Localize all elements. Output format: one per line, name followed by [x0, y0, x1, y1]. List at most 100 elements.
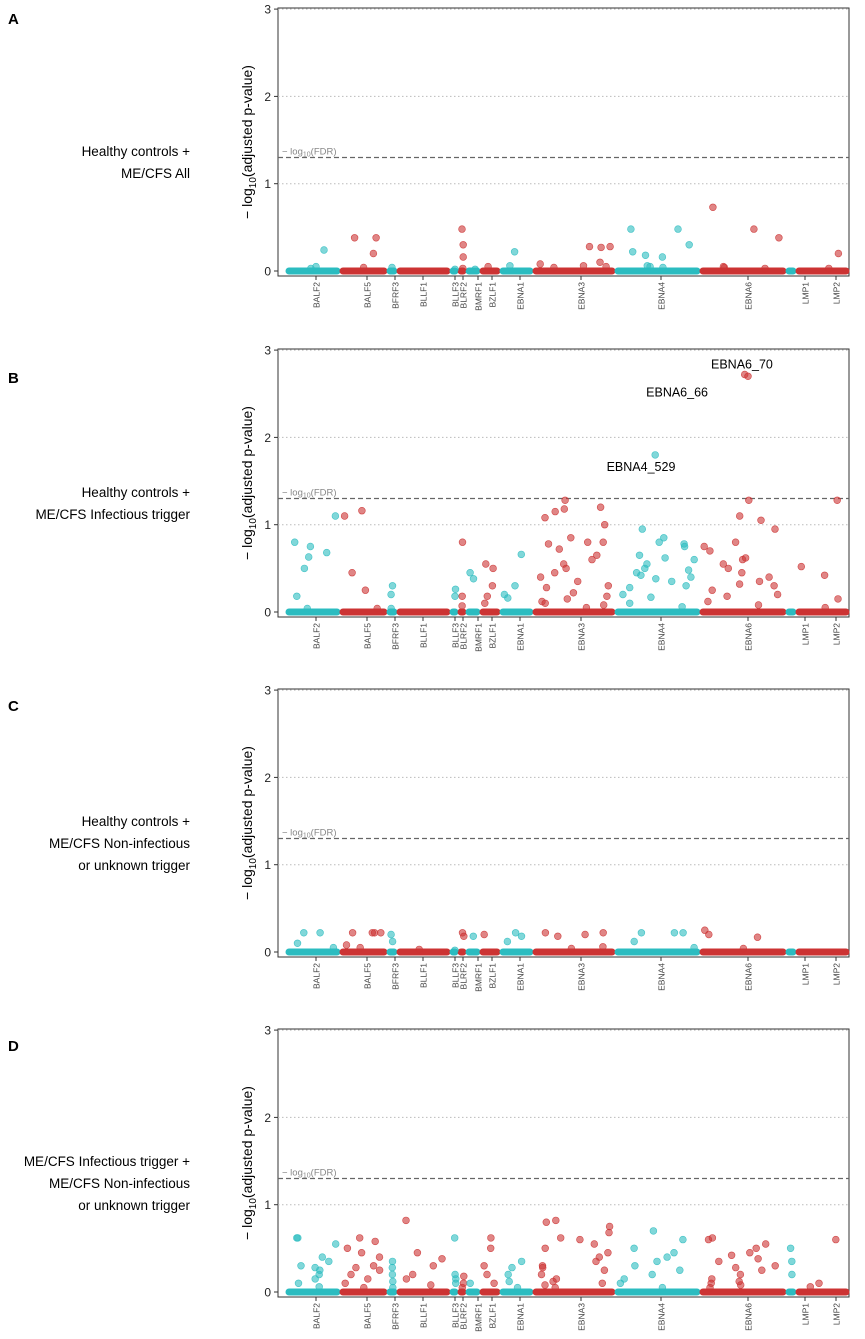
- panel-b: B Healthy controls + ME/CFS Infectious tri…: [8, 344, 850, 652]
- data-point: [303, 604, 311, 613]
- data-point: [505, 1277, 513, 1286]
- y-tick-label: 3: [264, 1024, 271, 1038]
- x-tick-label: EBNA3: [577, 963, 587, 991]
- data-point: [503, 937, 512, 946]
- data-point: [770, 582, 778, 590]
- data-point: [542, 1218, 550, 1226]
- data-point: [646, 262, 654, 271]
- x-tick-label: BLRF2: [459, 1303, 469, 1330]
- data-point: [347, 1270, 355, 1279]
- data-point: [598, 1279, 606, 1288]
- data-point: [788, 1270, 796, 1279]
- data-point: [821, 603, 829, 612]
- data-point: [466, 1279, 474, 1288]
- condition-label-line: ME/CFS All: [121, 166, 190, 181]
- x-tick-label: BLLF1: [419, 963, 429, 988]
- data-point: [469, 932, 477, 940]
- data-point: [815, 1279, 823, 1288]
- x-tick-label: BALF2: [312, 1303, 322, 1329]
- data-point: [628, 248, 637, 256]
- data-point: [356, 943, 364, 952]
- x-tick-label: EBNA1: [516, 623, 526, 651]
- fdr-threshold-label: − log10(FDR): [282, 147, 337, 159]
- x-tick-label: BALF2: [312, 623, 322, 649]
- condition-label-line: Healthy controls +: [82, 814, 191, 829]
- data-point: [592, 1257, 600, 1266]
- fdr-label-prefix: − log: [282, 1168, 303, 1179]
- data-point: [616, 1279, 625, 1288]
- data-point: [599, 601, 608, 609]
- data-point: [663, 1253, 671, 1261]
- panel-letter: D: [8, 1038, 19, 1055]
- data-point: [583, 538, 592, 546]
- data-point: [375, 1266, 384, 1274]
- data-point: [690, 943, 698, 952]
- data-point: [429, 1262, 437, 1270]
- data-point: [348, 929, 357, 937]
- x-tick-label: LMP2: [832, 282, 842, 304]
- data-point: [482, 560, 490, 568]
- y-tick-label: 3: [264, 3, 271, 17]
- data-point: [315, 1283, 323, 1291]
- y-axis-title-sub: 10: [248, 518, 259, 530]
- data-point: [724, 564, 732, 573]
- x-tick-label: LMP1: [801, 623, 811, 645]
- data-point: [480, 930, 488, 939]
- data-point: [537, 1270, 546, 1279]
- plot-frame: [277, 688, 850, 958]
- data-point: [451, 1234, 459, 1242]
- data-point: [706, 1283, 714, 1292]
- data-point: [573, 577, 582, 586]
- data-point: [746, 1248, 754, 1257]
- data-point: [504, 1270, 512, 1279]
- data-point: [670, 929, 679, 937]
- data-point: [653, 1257, 661, 1266]
- y-tick-label: 2: [264, 431, 271, 445]
- data-point: [562, 564, 570, 573]
- data-point: [517, 1257, 526, 1266]
- data-point: [600, 520, 609, 529]
- data-point: [538, 1263, 547, 1272]
- x-tick-label: BLLF1: [419, 623, 429, 648]
- data-point: [489, 564, 497, 573]
- x-tick-label: BFRF3: [391, 1303, 401, 1330]
- data-point: [579, 262, 588, 270]
- data-point: [452, 1279, 460, 1288]
- data-point: [690, 555, 698, 564]
- data-point: [727, 1251, 736, 1260]
- data-point: [554, 932, 562, 940]
- data-point: [761, 1240, 770, 1248]
- data-point: [736, 1270, 745, 1279]
- data-point: [753, 933, 762, 941]
- fdr-label-suffix: (FDR): [311, 147, 337, 158]
- data-point: [409, 1270, 417, 1279]
- data-point: [706, 547, 714, 555]
- data-point: [637, 571, 645, 579]
- x-tick-label: EBNA6: [744, 623, 754, 651]
- data-point: [377, 929, 385, 937]
- condition-label-line: ME/CFS Infectious trigger: [35, 507, 190, 522]
- data-point: [356, 1234, 364, 1242]
- data-point: [679, 929, 687, 937]
- data-point: [427, 1281, 435, 1289]
- x-tick-label: BLLF1: [419, 1303, 429, 1328]
- y-tick-label: 1: [264, 1198, 271, 1212]
- y-axis-title: − log10(adjusted p-value): [239, 406, 259, 560]
- data-point: [641, 564, 649, 573]
- data-point: [373, 604, 381, 613]
- data-point: [297, 1262, 305, 1270]
- x-tick-label: BZLF1: [488, 623, 498, 649]
- data-point: [652, 575, 660, 583]
- x-tick-label: BMRF1: [474, 963, 484, 992]
- data-point: [369, 249, 378, 258]
- data-point: [466, 568, 474, 577]
- data-point: [331, 512, 340, 520]
- data-point: [738, 555, 747, 564]
- data-point: [541, 1244, 549, 1253]
- data-point: [388, 263, 396, 272]
- fdr-label-suffix: (FDR): [311, 1168, 337, 1179]
- data-point: [670, 1248, 678, 1257]
- data-point: [369, 1262, 378, 1270]
- data-point: [761, 264, 769, 273]
- data-point: [359, 263, 368, 272]
